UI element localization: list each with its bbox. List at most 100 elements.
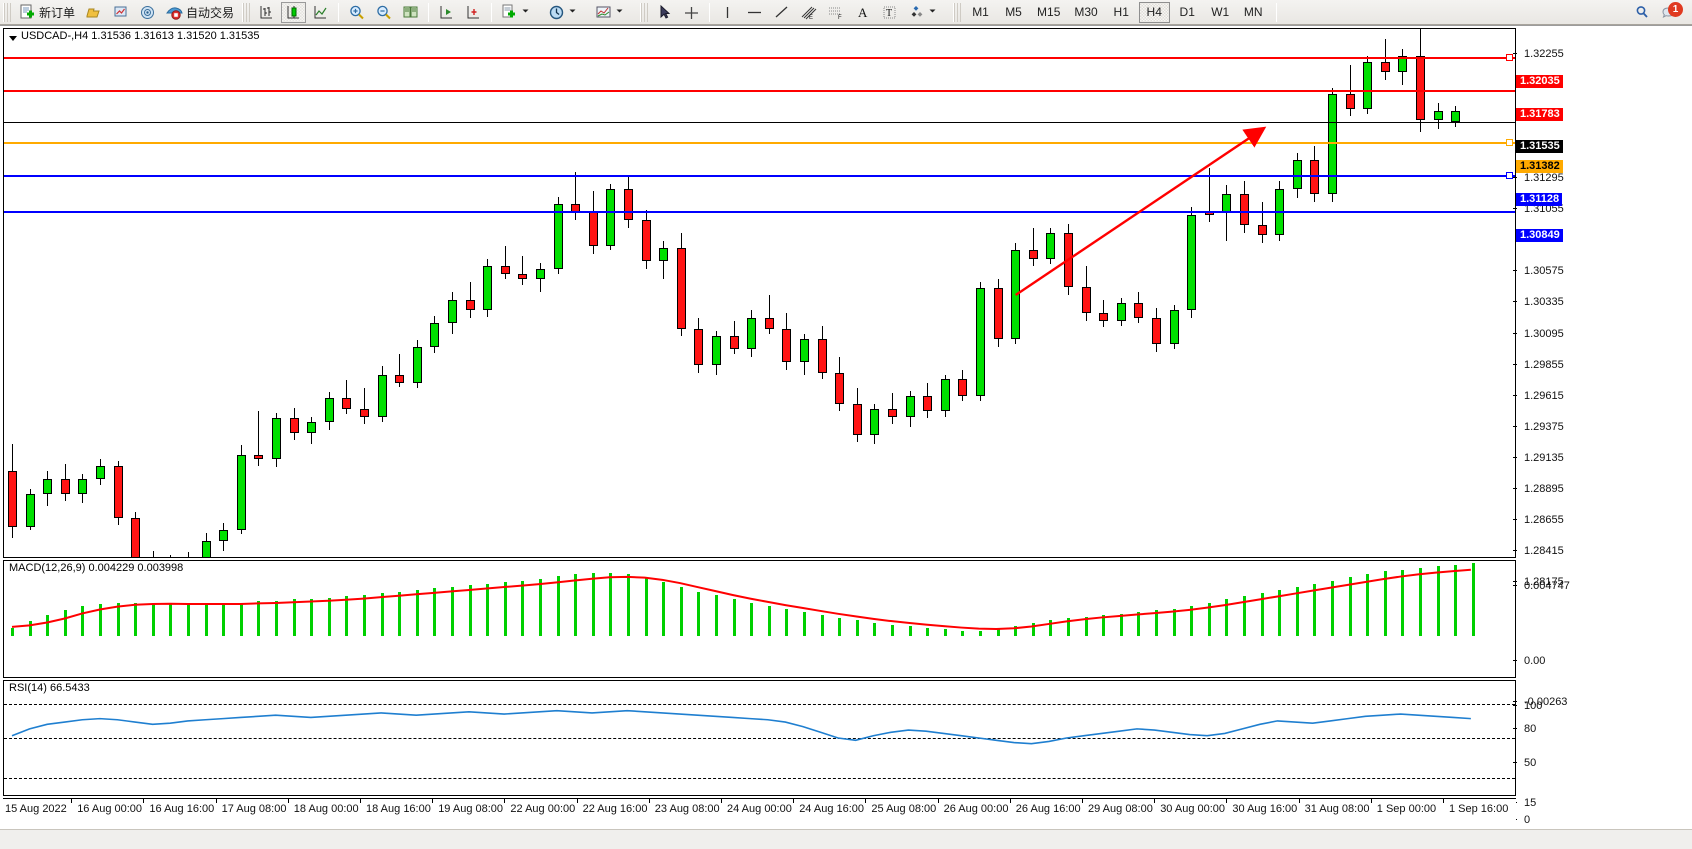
rsi-level-80 bbox=[4, 703, 1515, 705]
chevron-down-icon[interactable] bbox=[568, 4, 585, 21]
horizontal-line-button[interactable] bbox=[742, 2, 767, 23]
timeframe-h4[interactable]: H4 bbox=[1138, 1, 1170, 23]
candle-body bbox=[764, 318, 774, 329]
chevron-down-icon[interactable] bbox=[615, 4, 632, 21]
text-label-icon: T bbox=[881, 4, 898, 21]
candle-body bbox=[395, 375, 405, 383]
time-label: 22 Aug 00:00 bbox=[504, 799, 576, 815]
new-order-button[interactable]: 新订单 bbox=[15, 2, 79, 23]
macd-histogram-bar bbox=[750, 602, 754, 636]
macd-histogram-bar bbox=[1049, 619, 1053, 636]
period-button[interactable] bbox=[544, 2, 589, 23]
channel-icon: E bbox=[800, 4, 817, 21]
candlestick-chart-button[interactable] bbox=[281, 1, 307, 23]
horizontal-line-icon bbox=[746, 4, 763, 21]
timeframe-m15[interactable]: M15 bbox=[1037, 5, 1061, 19]
line-chart-button[interactable] bbox=[308, 2, 333, 23]
toolbar-grip-4[interactable] bbox=[953, 2, 962, 22]
price-tick: 1.28655 bbox=[1513, 514, 1564, 525]
timeframe-m5[interactable]: M5 bbox=[1005, 5, 1022, 19]
level-drag-handle[interactable] bbox=[1506, 171, 1513, 179]
timeframe-m1[interactable]: M1 bbox=[972, 5, 989, 19]
chevron-down-icon[interactable] bbox=[928, 4, 945, 21]
candle bbox=[835, 29, 845, 557]
tile-windows-button[interactable] bbox=[398, 2, 423, 23]
auto-trading-button[interactable]: 自动交易 bbox=[162, 2, 238, 23]
timeframe-mn[interactable]: MN bbox=[1243, 5, 1263, 19]
timeframe-d1[interactable]: D1 bbox=[1179, 5, 1195, 19]
add-indicator-button[interactable] bbox=[497, 2, 542, 23]
timeframe-m30[interactable]: M30 bbox=[1074, 5, 1098, 19]
macd-histogram-bar bbox=[943, 629, 947, 636]
search-button[interactable] bbox=[1630, 2, 1655, 23]
toolbar-grip-3[interactable] bbox=[640, 2, 649, 22]
price-axis[interactable]: 1.32255 1.31295 1.31055 1.30575 1.30335 1.300… bbox=[1513, 49, 1692, 588]
price-tag-resistance-lower: 1.31783 bbox=[1516, 108, 1563, 122]
chevron-down-icon[interactable] bbox=[521, 4, 538, 21]
candle-body bbox=[360, 408, 369, 417]
timeframe-w1[interactable]: W1 bbox=[1211, 5, 1230, 19]
candle-body bbox=[800, 338, 809, 363]
vertical-line-button[interactable] bbox=[715, 2, 740, 23]
candle-body bbox=[729, 336, 739, 350]
candle bbox=[272, 29, 281, 557]
macd-histogram-bar bbox=[1031, 623, 1035, 636]
alerts-button[interactable]: 1 bbox=[1657, 1, 1683, 23]
candle-body bbox=[60, 478, 70, 495]
shapes-button[interactable] bbox=[904, 2, 949, 23]
templates-button[interactable] bbox=[81, 2, 106, 23]
template-button[interactable] bbox=[591, 2, 636, 23]
time-axis[interactable]: 15 Aug 2022 16 Aug 00:00 16 Aug 16:00 17 Au… bbox=[0, 798, 1516, 822]
zoom-out-button[interactable] bbox=[371, 2, 396, 23]
time-label: 26 Aug 00:00 bbox=[937, 799, 1009, 815]
bar-chart-button[interactable] bbox=[254, 2, 279, 23]
symbol-dropdown-icon[interactable] bbox=[9, 36, 17, 41]
cursor-button[interactable] bbox=[652, 2, 677, 23]
macd-histogram-bar bbox=[239, 602, 243, 636]
macd-pane[interactable]: MACD(12,26,9) 0.004229 0.003998 bbox=[3, 560, 1516, 678]
level-drag-handle[interactable] bbox=[1506, 54, 1513, 62]
bar-chart-icon bbox=[258, 4, 275, 21]
candle-wick bbox=[170, 555, 172, 557]
timeframe-h1[interactable]: H1 bbox=[1113, 5, 1129, 19]
rsi-tick: 15 bbox=[1512, 797, 1536, 808]
auto-scroll-button[interactable] bbox=[461, 2, 486, 23]
candle-wick bbox=[258, 411, 260, 466]
price-chart-pane[interactable]: USDCAD-,H4 1.31536 1.31613 1.31520 1.315… bbox=[3, 28, 1516, 558]
macd-histogram-bar bbox=[591, 572, 595, 636]
candle bbox=[201, 29, 211, 557]
macd-histogram-bar bbox=[1137, 612, 1141, 636]
text-button[interactable]: A bbox=[850, 2, 875, 23]
level-drag-handle[interactable] bbox=[1506, 138, 1513, 146]
price-tick: 1.28415 bbox=[1513, 545, 1564, 556]
candle bbox=[729, 29, 739, 557]
market-watch-button[interactable] bbox=[135, 2, 160, 23]
macd-histogram-bar bbox=[275, 601, 278, 636]
zoom-in-button[interactable] bbox=[344, 2, 369, 23]
candle-body bbox=[1116, 302, 1126, 321]
channel-button[interactable]: E bbox=[796, 2, 821, 23]
candle-body bbox=[324, 398, 334, 422]
toolbar-grip-1[interactable] bbox=[3, 2, 11, 22]
shift-end-button[interactable] bbox=[434, 2, 459, 23]
time-label: 29 Aug 08:00 bbox=[1082, 799, 1153, 815]
toolbar-grip-2[interactable] bbox=[242, 2, 251, 22]
level-stroke bbox=[4, 174, 1515, 177]
rsi-pane[interactable]: RSI(14) 66.5433 bbox=[3, 680, 1516, 796]
status-bar bbox=[0, 829, 1692, 849]
macd-axis[interactable]: 0.004747 0.00 -0.00263 bbox=[1512, 581, 1692, 708]
candle-body bbox=[1081, 287, 1091, 314]
text-label-button[interactable]: T bbox=[877, 2, 902, 23]
market-watch-icon bbox=[139, 4, 156, 21]
candle bbox=[307, 29, 317, 557]
fibonacci-button[interactable]: F bbox=[823, 2, 848, 23]
rsi-axis[interactable]: 100 80 50 15 0 bbox=[1512, 701, 1692, 826]
candle bbox=[78, 29, 88, 557]
crosshair-button[interactable] bbox=[679, 2, 704, 23]
candle bbox=[800, 29, 809, 557]
chart-area[interactable]: USDCAD-,H4 1.31536 1.31613 1.31520 1.315… bbox=[0, 25, 1692, 849]
trendline-button[interactable] bbox=[769, 2, 794, 23]
terminal-button[interactable] bbox=[108, 2, 133, 23]
trendline-icon bbox=[773, 4, 790, 21]
macd-histogram-bar bbox=[327, 597, 331, 636]
